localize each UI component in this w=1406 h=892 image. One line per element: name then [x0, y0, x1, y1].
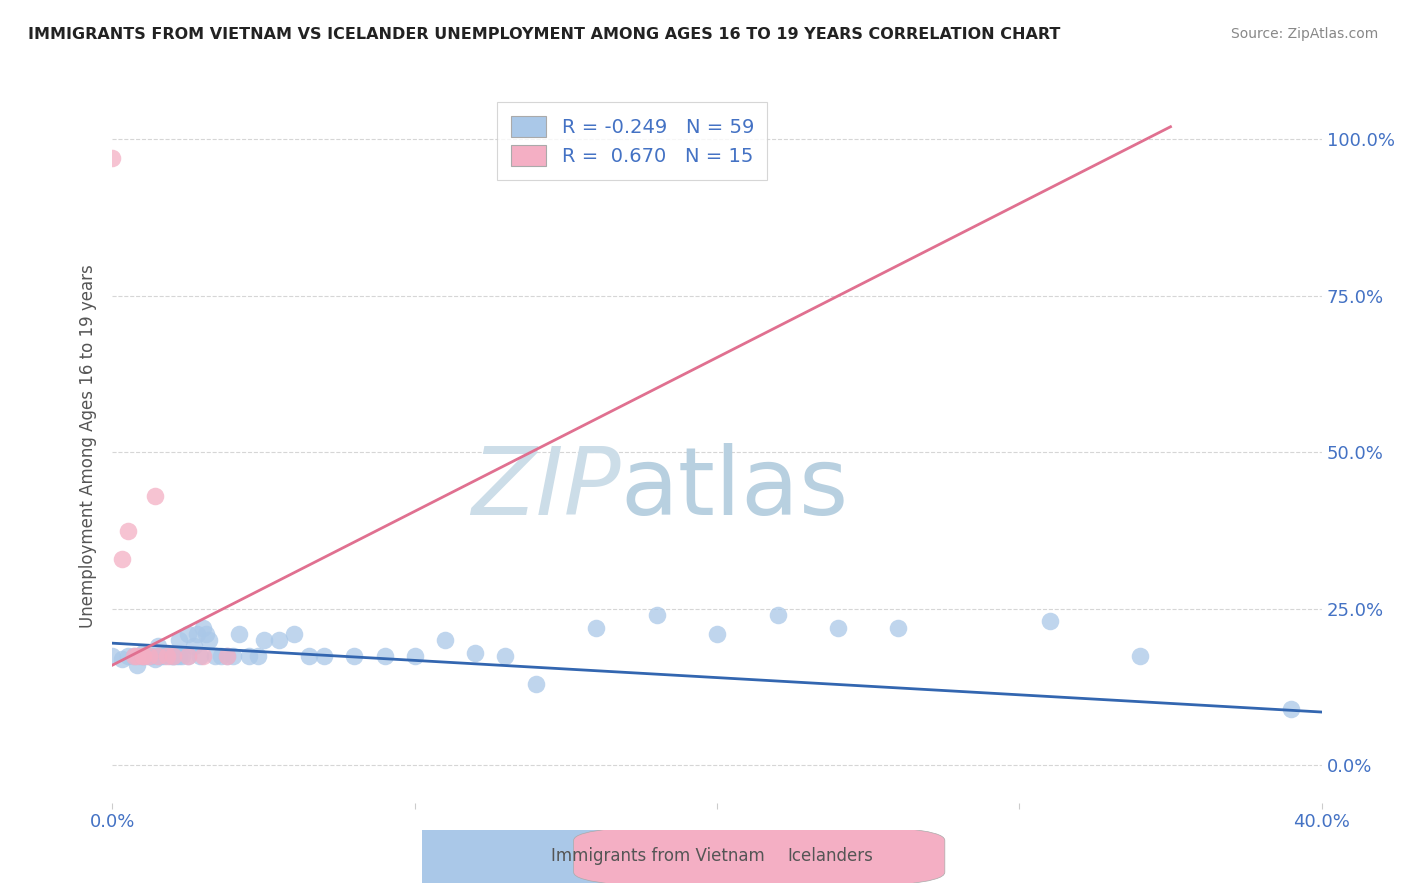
- Point: [198, 633, 221, 648]
- Point: [191, 648, 214, 663]
- Point: [101, 151, 124, 165]
- Point: [143, 652, 166, 666]
- Point: [110, 652, 132, 666]
- Point: [283, 627, 305, 641]
- Point: [135, 648, 157, 663]
- Point: [204, 648, 226, 663]
- Point: [314, 648, 336, 663]
- Point: [209, 648, 232, 663]
- Point: [138, 648, 160, 663]
- Point: [706, 627, 728, 641]
- Text: IMMIGRANTS FROM VIETNAM VS ICELANDER UNEMPLOYMENT AMONG AGES 16 TO 19 YEARS CORR: IMMIGRANTS FROM VIETNAM VS ICELANDER UNE…: [28, 27, 1060, 42]
- Point: [156, 646, 179, 660]
- Point: [177, 627, 200, 641]
- Point: [138, 648, 160, 663]
- Point: [165, 648, 187, 663]
- Point: [162, 648, 184, 663]
- Y-axis label: Unemployment Among Ages 16 to 19 years: Unemployment Among Ages 16 to 19 years: [79, 264, 97, 628]
- Point: [191, 621, 214, 635]
- Point: [132, 648, 155, 663]
- Point: [132, 648, 155, 663]
- Text: atlas: atlas: [620, 442, 849, 535]
- Point: [766, 607, 789, 622]
- Point: [125, 648, 148, 663]
- Point: [122, 648, 145, 663]
- Point: [156, 648, 179, 663]
- FancyBboxPatch shape: [337, 824, 709, 888]
- Point: [374, 648, 396, 663]
- Point: [298, 648, 321, 663]
- Point: [186, 627, 208, 641]
- Point: [170, 648, 193, 663]
- Point: [110, 551, 132, 566]
- Point: [343, 648, 366, 663]
- FancyBboxPatch shape: [574, 824, 945, 888]
- Point: [887, 621, 910, 635]
- Point: [217, 648, 239, 663]
- Point: [1279, 702, 1302, 716]
- Point: [153, 648, 176, 663]
- Point: [404, 648, 426, 663]
- Point: [162, 648, 184, 663]
- Point: [125, 658, 148, 673]
- Legend: R = -0.249   N = 59, R =  0.670   N = 15: R = -0.249 N = 59, R = 0.670 N = 15: [498, 103, 768, 180]
- Point: [101, 648, 124, 663]
- Point: [267, 633, 290, 648]
- Point: [167, 633, 190, 648]
- Point: [524, 677, 547, 691]
- Point: [1038, 614, 1062, 628]
- Point: [433, 633, 456, 648]
- Point: [464, 646, 486, 660]
- Point: [122, 648, 145, 663]
- Point: [143, 489, 166, 503]
- Text: ZIP: ZIP: [471, 443, 620, 534]
- Point: [117, 524, 139, 538]
- Point: [217, 648, 239, 663]
- Point: [183, 640, 205, 654]
- Point: [149, 648, 172, 663]
- Text: Source: ZipAtlas.com: Source: ZipAtlas.com: [1230, 27, 1378, 41]
- Point: [177, 648, 200, 663]
- Point: [146, 648, 169, 663]
- Point: [585, 621, 607, 635]
- Point: [238, 648, 260, 663]
- Point: [146, 640, 169, 654]
- Point: [222, 648, 245, 663]
- Point: [162, 648, 184, 663]
- Point: [645, 607, 668, 622]
- Text: Immigrants from Vietnam: Immigrants from Vietnam: [551, 847, 765, 865]
- Point: [132, 646, 155, 660]
- Point: [132, 648, 155, 663]
- Point: [188, 648, 211, 663]
- Point: [1129, 648, 1152, 663]
- Point: [146, 648, 169, 663]
- Point: [195, 627, 218, 641]
- Point: [117, 648, 139, 663]
- Point: [495, 648, 517, 663]
- Point: [159, 648, 181, 663]
- Point: [246, 648, 269, 663]
- Point: [253, 633, 276, 648]
- Point: [141, 648, 163, 663]
- Text: Icelanders: Icelanders: [787, 847, 873, 865]
- Point: [128, 648, 150, 663]
- Point: [177, 648, 200, 663]
- Point: [228, 627, 250, 641]
- Point: [167, 648, 190, 663]
- Point: [827, 621, 849, 635]
